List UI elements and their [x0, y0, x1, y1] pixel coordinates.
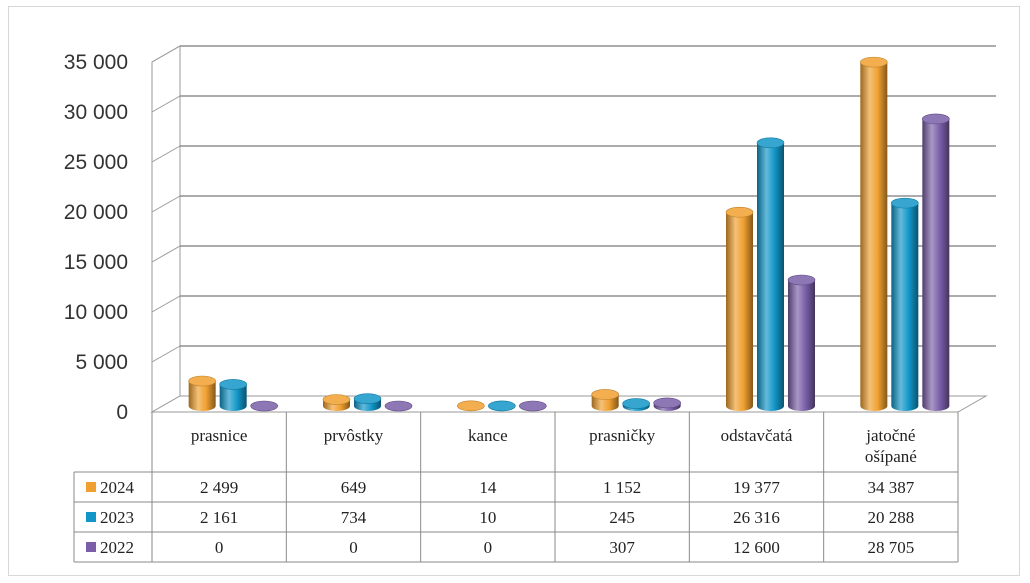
- data-label: 26 316: [733, 508, 780, 527]
- y-tick-label: 20 000: [64, 201, 128, 224]
- data-label: 19 377: [733, 478, 780, 497]
- y-tick-label: 25 000: [64, 151, 128, 174]
- gridline-side: [151, 295, 181, 313]
- gridline-side: [151, 195, 181, 213]
- y-tick-label: 5 000: [75, 351, 128, 374]
- data-label: 1 152: [603, 478, 641, 497]
- bar: [653, 397, 681, 412]
- data-label: 10: [479, 508, 496, 527]
- bar: [519, 400, 547, 412]
- bar: [891, 197, 919, 412]
- category-label: odstavčatá: [721, 426, 793, 445]
- data-label: 307: [609, 538, 635, 557]
- bar: [384, 400, 413, 412]
- category-label: prvôstky: [324, 426, 384, 445]
- legend-swatch: [86, 542, 96, 552]
- bar: [353, 393, 382, 412]
- bar: [725, 206, 754, 412]
- legend-swatch: [86, 482, 96, 492]
- legend-swatch: [86, 512, 96, 522]
- side-wall: [151, 45, 181, 413]
- data-table: [73, 412, 959, 563]
- bar: [756, 137, 785, 412]
- y-tick-label: 35 000: [64, 51, 128, 74]
- bar: [188, 375, 216, 412]
- bar: [922, 113, 950, 412]
- bar: [457, 400, 485, 412]
- data-label: 34 387: [867, 478, 914, 497]
- bar: [787, 274, 816, 412]
- data-label: 2 499: [200, 478, 238, 497]
- category-label: kance: [468, 426, 508, 445]
- data-label: 14: [479, 478, 497, 497]
- category-label: prasnice: [191, 426, 248, 445]
- data-label: 649: [341, 478, 367, 497]
- legend-label: 2023: [100, 508, 134, 527]
- data-label: 12 600: [733, 538, 780, 557]
- data-label: 28 705: [867, 538, 914, 557]
- data-label: 0: [484, 538, 493, 557]
- gridline-side: [151, 95, 181, 113]
- gridline-side: [151, 345, 181, 363]
- data-label: 734: [341, 508, 367, 527]
- bar: [250, 400, 278, 412]
- data-label: 2 161: [200, 508, 238, 527]
- category-label: jatočné ošípané: [865, 426, 917, 466]
- data-label: 20 288: [867, 508, 914, 527]
- gridline-side: [151, 145, 181, 163]
- y-tick-label: 15 000: [64, 251, 128, 274]
- y-tick-label: 30 000: [64, 101, 128, 124]
- bar: [860, 56, 888, 412]
- legend-label: 2022: [100, 538, 134, 557]
- data-label: 0: [215, 538, 224, 557]
- y-tick-label: 10 000: [64, 301, 128, 324]
- y-tick-label: 0: [116, 401, 128, 424]
- category-label: prasničky: [589, 426, 656, 445]
- bar: [219, 379, 247, 412]
- chart-frame: [8, 6, 1020, 576]
- bar: [488, 400, 516, 412]
- bar: [591, 389, 619, 412]
- gridline-side: [151, 245, 181, 263]
- data-label: 245: [609, 508, 635, 527]
- bar: [622, 398, 650, 412]
- bar: [322, 394, 351, 412]
- gridline-side: [151, 45, 181, 63]
- legend-label: 2024: [100, 478, 135, 497]
- data-label: 0: [349, 538, 358, 557]
